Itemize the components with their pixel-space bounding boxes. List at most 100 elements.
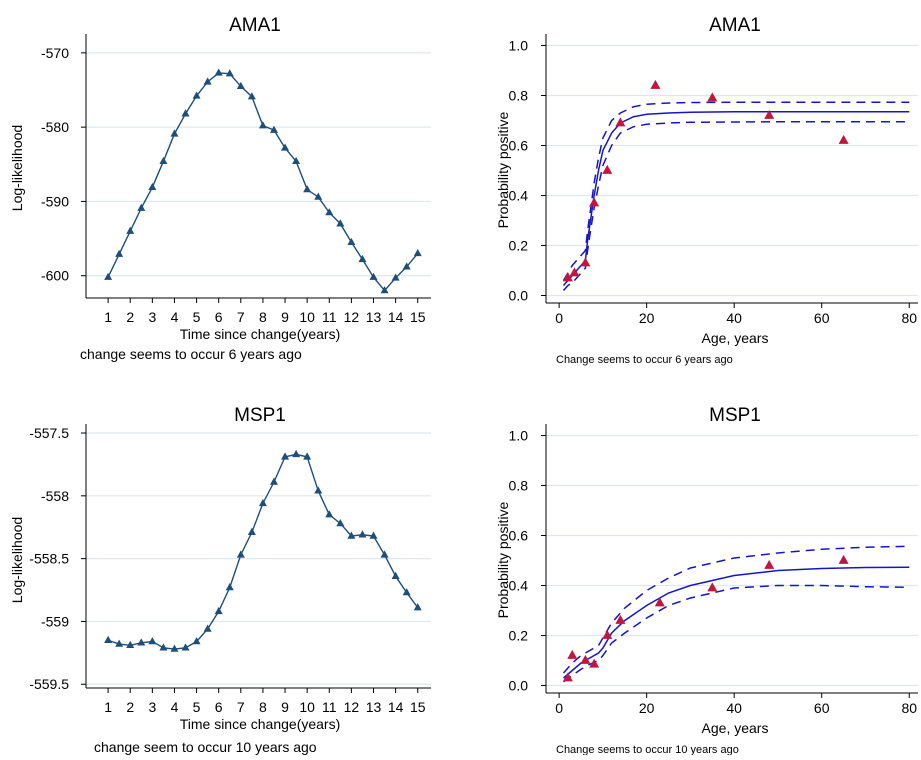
observed-point: [562, 272, 573, 282]
x-tick-label: 13: [366, 309, 382, 325]
x-tick-label: 14: [388, 309, 404, 325]
data-point: [115, 639, 124, 647]
observed-point: [580, 257, 591, 267]
x-tick-label: 6: [215, 699, 223, 715]
data-point: [314, 486, 323, 494]
x-axis-label: Time since change(years): [180, 326, 341, 342]
data-point: [369, 272, 378, 280]
y-axis-label: Log-likelihood: [9, 125, 25, 211]
data-point: [303, 452, 312, 460]
x-tick-label: 8: [259, 699, 267, 715]
data-point: [391, 273, 400, 281]
x-tick-label: 11: [322, 309, 337, 325]
x-tick-label: 1: [104, 699, 112, 715]
data-point: [170, 644, 179, 652]
data-point: [225, 69, 234, 77]
data-point: [281, 452, 290, 460]
observed-point: [567, 649, 578, 659]
x-tick-label: 10: [299, 699, 315, 715]
y-tick-label: -580: [41, 119, 69, 135]
observed-point: [562, 672, 573, 682]
data-point: [347, 237, 356, 246]
x-axis-label: Age, years: [702, 330, 769, 346]
fitted-line: [563, 566, 910, 679]
y-tick-label: 1.0: [509, 38, 529, 54]
x-tick-label: 20: [639, 310, 655, 326]
data-point: [292, 156, 301, 165]
chart-title: MSP1: [234, 405, 286, 426]
x-tick-label: 10: [299, 309, 315, 325]
y-tick-label: 0.2: [509, 628, 529, 644]
x-tick-label: 3: [148, 699, 156, 715]
data-point: [214, 606, 223, 615]
y-tick-label: -559: [41, 613, 69, 629]
observed-point: [589, 197, 600, 207]
y-tick-label: 0.4: [509, 578, 529, 594]
x-tick-label: 40: [726, 700, 742, 716]
y-tick-label: -558: [41, 488, 69, 504]
y-tick-label: -600: [41, 268, 69, 284]
y-tick-label: 0.0: [509, 288, 529, 304]
data-point: [104, 272, 113, 280]
chart-panel-3: MSP1-557.5-558-558.5-559-559.51 2 3 4 5 6 7 8 9 1…: [9, 405, 431, 755]
data-point: [258, 121, 267, 129]
x-tick-label: 5: [193, 309, 201, 325]
y-tick-label: 0.6: [509, 528, 529, 544]
observed-point: [615, 117, 626, 127]
observed-point: [602, 164, 613, 174]
y-tick-label: 0.0: [509, 678, 529, 694]
data-point: [148, 637, 157, 645]
y-tick-label: 0.6: [509, 138, 529, 154]
data-point: [203, 624, 212, 632]
data-point: [137, 638, 146, 646]
observed-point: [654, 597, 665, 607]
data-point: [369, 531, 378, 539]
data-point: [413, 603, 422, 611]
observed-point: [764, 109, 775, 119]
x-tick-label: 13: [366, 699, 382, 715]
data-point: [170, 129, 179, 137]
data-point: [380, 550, 389, 558]
y-tick-label: -558.5: [29, 551, 69, 567]
observed-point: [707, 582, 718, 592]
chart-note: Change seems to occur 10 years ago: [556, 744, 739, 755]
x-tick-label: 0: [555, 700, 563, 716]
observed-point: [838, 554, 849, 564]
x-tick-label: 7: [237, 309, 245, 325]
observed-point: [838, 134, 849, 144]
data-point: [269, 477, 278, 485]
data-point: [380, 286, 389, 294]
x-tick-label: 2: [126, 309, 134, 325]
x-tick-label: 8: [259, 309, 267, 325]
data-point: [181, 109, 190, 117]
data-point: [413, 248, 422, 257]
data-point: [325, 510, 334, 518]
observed-point: [764, 559, 775, 569]
observed-point: [569, 267, 580, 277]
data-point: [258, 498, 267, 507]
x-tick-label: 12: [344, 699, 360, 715]
observed-point: [707, 92, 718, 102]
observed-point: [650, 79, 661, 89]
data-point: [292, 449, 301, 458]
data-point: [126, 640, 135, 649]
data-point: [336, 518, 345, 527]
chart-note: change seem to occur 10 years ago: [94, 739, 317, 755]
y-axis-label: Log-likelihood: [9, 517, 25, 603]
data-point: [236, 550, 245, 558]
ci-lower-line: [562, 121, 910, 291]
chart-panel-2: AMA1 0.0 0.2 0.4 0.6 0.8 1.0 0 20 40 60 80 Age, year…: [495, 15, 918, 366]
x-tick-label: 60: [814, 310, 830, 326]
series-line: [107, 72, 419, 292]
x-tick-label: 15: [410, 699, 426, 715]
x-tick-label: 3: [148, 309, 156, 325]
data-point: [325, 208, 334, 216]
data-point: [303, 185, 312, 193]
data-point: [214, 68, 223, 76]
chart-title: AMA1: [709, 15, 761, 36]
x-tick-label: 60: [814, 700, 830, 716]
x-tick-label: 15: [410, 309, 426, 325]
data-point: [148, 182, 157, 191]
